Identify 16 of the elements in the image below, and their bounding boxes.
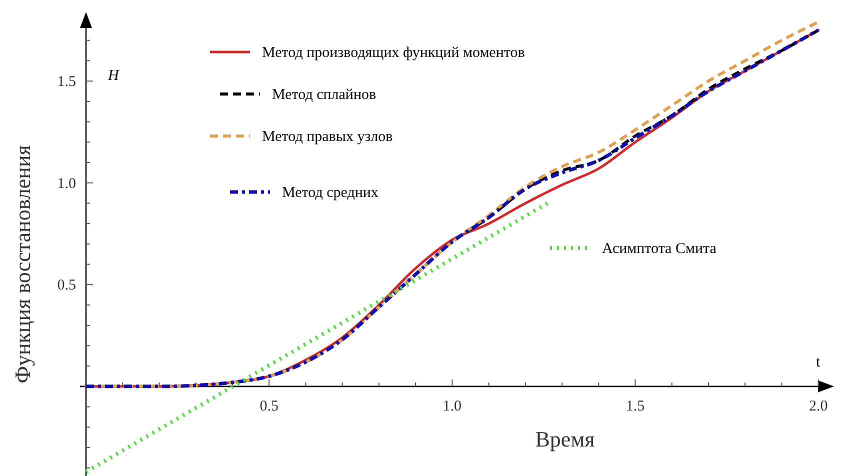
annotation: H bbox=[107, 68, 120, 84]
y-tick-label: 1.5 bbox=[57, 74, 76, 90]
legend-label: Метод средних bbox=[282, 185, 379, 201]
legend-label: Метод производящих функций моментов bbox=[262, 45, 525, 61]
legend-label: Метод правых узлов bbox=[262, 129, 393, 145]
x-axis-title: Время bbox=[535, 426, 595, 452]
legend-label: Метод сплайнов bbox=[272, 87, 376, 103]
annotation: t bbox=[816, 354, 821, 370]
y-tick-label: 1.0 bbox=[57, 176, 76, 192]
legend-label: Асимптота Смита bbox=[602, 241, 717, 257]
x-tick-label: 2.0 bbox=[808, 398, 828, 414]
x-tick-label: 1.5 bbox=[626, 398, 645, 414]
x-tick-label: 1.0 bbox=[442, 398, 462, 414]
y-axis-title: Функция восстановления bbox=[10, 145, 35, 384]
x-tick-label: 0.5 bbox=[260, 398, 278, 414]
y-tick-label: 0.5 bbox=[57, 278, 76, 294]
